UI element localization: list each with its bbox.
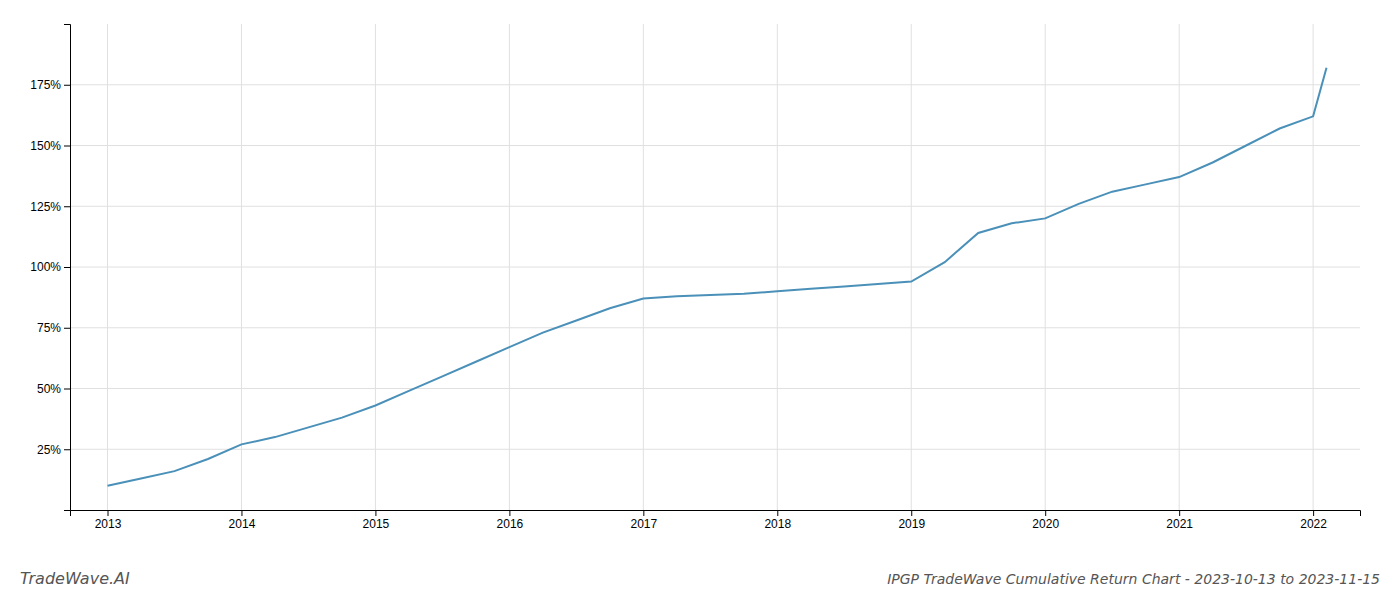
x-tick: 2020 <box>1032 510 1059 531</box>
x-tick: 2021 <box>1166 510 1193 531</box>
x-tick-mark <box>108 510 109 516</box>
y-tick-mark <box>64 146 70 147</box>
grid-line-y <box>70 206 1360 207</box>
title: IPGP TradeWave Cumulative Return Chart -… <box>887 571 1380 587</box>
grid-line-y <box>70 327 1360 328</box>
x-tick-label: 2022 <box>1300 517 1327 531</box>
y-tick: 100% <box>30 260 70 274</box>
watermark: TradeWave.AI <box>20 569 130 588</box>
x-tick-mark <box>241 510 242 516</box>
x-tick: 2022 <box>1300 510 1327 531</box>
x-tick-label: 2019 <box>898 517 925 531</box>
x-tick: 2016 <box>497 510 524 531</box>
y-tick-label: 75% <box>37 321 61 335</box>
grid-line-y <box>70 145 1360 146</box>
x-tick-mark <box>777 510 778 516</box>
y-tick-label: 100% <box>30 260 61 274</box>
x-tick-mark <box>1179 510 1180 516</box>
y-tick: 150% <box>30 139 70 153</box>
y-tick-mark <box>64 206 70 207</box>
y-tick-mark <box>64 389 70 390</box>
x-tick-mark <box>911 510 912 516</box>
x-tick: 2013 <box>95 510 122 531</box>
y-tick: 25% <box>37 443 70 457</box>
grid-line-y <box>70 84 1360 85</box>
x-tick-mark <box>1045 510 1046 516</box>
y-tick-label: 150% <box>30 139 61 153</box>
x-tick-label: 2013 <box>95 517 122 531</box>
y-tick-label: 175% <box>30 78 61 92</box>
x-tick-label: 2017 <box>630 517 657 531</box>
x-tick: 2017 <box>630 510 657 531</box>
y-tick: 50% <box>37 382 70 396</box>
y-tick-label: 25% <box>37 443 61 457</box>
line <box>108 68 1327 486</box>
x-axis-line <box>71 511 1361 517</box>
y-axis: 25% 50% 75% 100% 125% 150% 175% <box>30 25 70 511</box>
x-tick: 2015 <box>363 510 390 531</box>
y-tick: 125% <box>30 200 70 214</box>
x-tick-mark <box>375 510 376 516</box>
x-tick: 2014 <box>229 510 256 531</box>
x-tick-label: 2021 <box>1166 517 1193 531</box>
y-tick-mark <box>64 267 70 268</box>
x-tick-label: 2016 <box>497 517 524 531</box>
x-tick-mark <box>643 510 644 516</box>
y-tick-label: 50% <box>37 382 61 396</box>
plot-area: 2013 2014 2015 2016 2017 2018 2019 2020 2021 2022… <box>30 24 1360 531</box>
y-tick: 175% <box>30 78 70 92</box>
x-tick-label: 2020 <box>1032 517 1059 531</box>
grid <box>70 24 1360 510</box>
y-tick-label: 125% <box>30 200 61 214</box>
marks <box>108 68 1327 486</box>
x-tick-mark <box>509 510 510 516</box>
chart: 2013 2014 2015 2016 2017 2018 2019 2020 2021 2022… <box>0 0 1400 600</box>
y-tick: 75% <box>37 321 70 335</box>
x-tick: 2018 <box>764 510 791 531</box>
grid-line-y <box>70 267 1360 268</box>
grid-line-y <box>70 449 1360 450</box>
y-axis-line <box>64 25 71 511</box>
y-tick-mark <box>64 449 70 450</box>
x-tick-label: 2015 <box>363 517 390 531</box>
x-tick-mark <box>1313 510 1314 516</box>
y-tick-mark <box>64 85 70 86</box>
x-tick: 2019 <box>898 510 925 531</box>
x-axis: 2013 2014 2015 2016 2017 2018 2019 2020 2021 2022 <box>71 510 1361 531</box>
x-tick-label: 2014 <box>229 517 256 531</box>
grid-line-y <box>70 388 1360 389</box>
x-tick-label: 2018 <box>764 517 791 531</box>
y-tick-mark <box>64 328 70 329</box>
